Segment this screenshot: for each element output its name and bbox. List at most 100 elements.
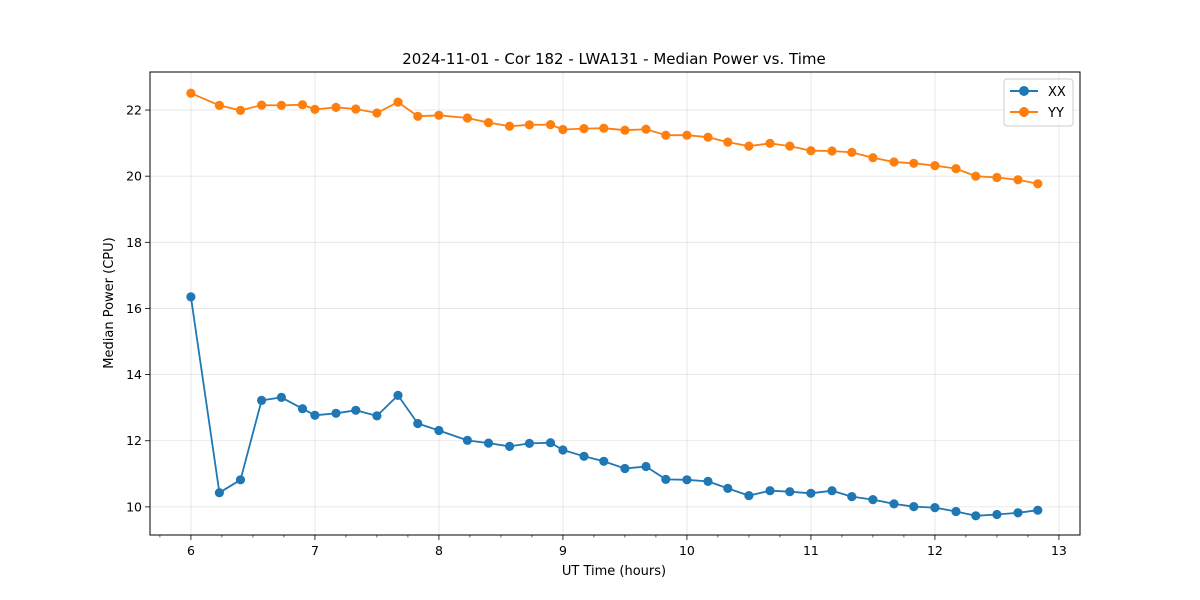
data-point-xx [599,456,609,466]
data-point-xx [235,475,246,485]
data-point-yy [765,138,775,148]
plot-frame [149,71,1081,536]
data-point-xx [909,502,919,512]
data-point-xx [413,418,423,429]
chart-title: 2024-11-01 - Cor 182 - LWA131 - Median P… [402,50,826,68]
data-point-xx [483,438,494,448]
data-point-yy [992,172,1002,183]
data-point-xx [868,495,878,505]
series-xx [186,292,1043,521]
data-point-yy [372,108,382,118]
legend-marker-xx [1019,86,1029,96]
y-axis-label: Median Power (CPU) [102,237,117,368]
data-point-yy [186,88,196,98]
data-point-yy [579,124,589,134]
y-tick-label: 14 [126,367,142,382]
data-point-yy [827,146,837,156]
data-point-yy [620,125,630,135]
data-point-yy [599,123,609,133]
data-point-yy [413,111,423,121]
data-point-xx [524,438,535,448]
data-point-xx [765,486,775,496]
data-point-xx [214,488,224,498]
data-point-yy [806,146,816,156]
data-point-yy [276,100,286,110]
data-point-xx [806,488,816,498]
data-point-xx [579,451,589,461]
data-point-xx [1033,505,1043,515]
data-point-xx [297,404,308,414]
data-point-yy [351,104,361,114]
ticks: 6 7 8 9 10 11 12 13 10 12 14 16 18 20 22 [126,103,1067,558]
data-point-yy [703,132,713,142]
data-point-yy [847,147,857,157]
data-point-xx [393,390,403,400]
data-point-yy [235,105,246,115]
data-point-xx [558,445,568,455]
data-point-xx [827,486,837,496]
data-point-xx [682,475,692,485]
data-point-xx [930,503,940,513]
legend-label-xx: XX [1048,85,1066,100]
x-tick-label: 10 [679,543,695,558]
data-point-yy [483,118,494,128]
legend: XX YY [1003,78,1074,127]
data-point-xx [661,474,671,484]
data-point-xx [545,438,556,448]
data-point-xx [951,506,961,517]
data-point-yy [558,124,568,135]
x-axis-label: UT Time (hours) [562,564,666,579]
x-tick-label: 7 [311,543,319,558]
data-point-yy [641,124,651,134]
data-point-yy [868,153,878,163]
data-point-xx [620,463,630,474]
data-point-yy [257,100,267,110]
data-point-xx [372,411,382,421]
data-point-xx [992,509,1002,520]
x-tick-label: 13 [1051,543,1067,558]
x-tick-label: 9 [559,543,567,558]
data-point-yy [785,141,795,151]
x-tick-label: 11 [803,543,819,558]
y-tick-label: 16 [126,301,142,316]
data-point-xx [785,487,795,497]
data-point-xx [310,410,320,420]
data-point-xx [331,408,341,418]
legend-label-yy: YY [1047,106,1064,121]
data-point-yy [1033,179,1043,189]
legend-marker-yy [1019,107,1029,117]
data-point-yy [930,161,940,171]
series-layer [186,88,1043,521]
data-point-yy [434,110,444,120]
data-point-yy [951,164,961,174]
x-tick-label: 8 [435,543,443,558]
y-tick-label: 10 [126,499,142,514]
grid [150,72,1080,535]
data-point-yy [909,158,919,168]
data-point-yy [505,121,515,131]
data-point-yy [723,137,733,147]
data-point-yy [1013,175,1023,185]
data-point-xx [1013,508,1023,518]
data-point-xx [971,511,981,521]
data-point-yy [545,120,556,130]
data-point-xx [505,441,515,451]
data-point-xx [723,483,733,493]
y-tick-label: 12 [126,433,142,448]
data-point-yy [310,104,320,114]
data-point-xx [641,461,651,472]
data-point-yy [297,100,308,110]
data-point-xx [351,405,361,415]
data-point-xx [257,395,267,405]
data-point-xx [744,491,754,501]
data-point-yy [331,102,341,112]
y-tick-label: 22 [126,103,142,118]
y-tick-label: 20 [126,169,142,184]
x-tick-label: 12 [927,543,943,558]
y-tick-label: 18 [126,235,142,250]
data-point-yy [971,171,981,181]
data-point-xx [276,392,286,402]
data-point-yy [661,130,671,140]
data-point-xx [434,425,444,436]
